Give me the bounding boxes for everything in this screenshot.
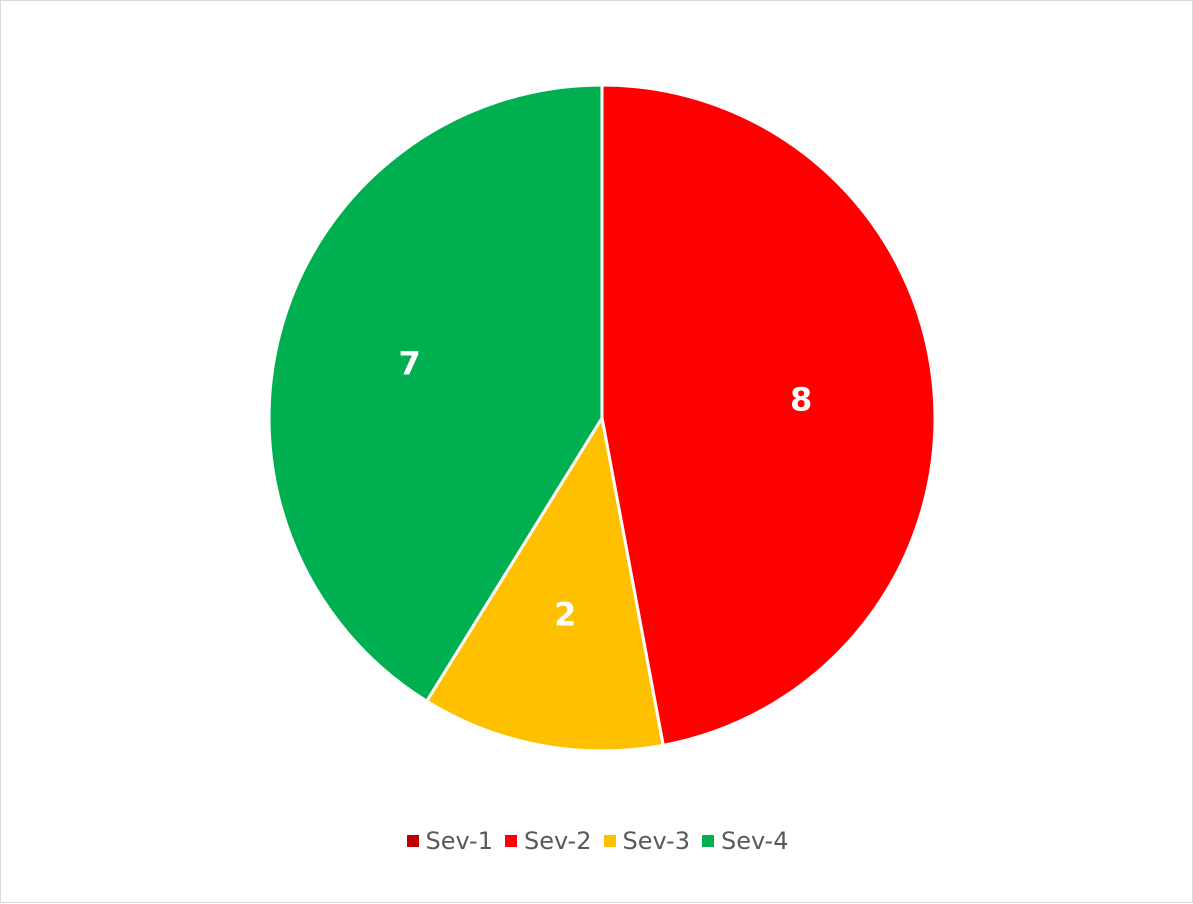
legend-swatch — [603, 835, 616, 847]
legend-item-sev-4: Sev-4 — [702, 829, 789, 853]
data-label-sev-4: 7 — [398, 344, 420, 382]
legend-label: Sev-3 — [622, 827, 691, 855]
pie-slice-sev-2 — [600, 83, 937, 747]
legend-item-sev-3: Sev-3 — [603, 827, 691, 855]
legend-item-sev-2: Sev-2 — [505, 829, 592, 853]
pie-slice-sev-3 — [425, 416, 665, 753]
legend-swatch — [406, 835, 419, 847]
legend: Sev-1 Sev-2 Sev-3 Sev-4 — [1, 823, 1193, 859]
legend-swatch — [505, 835, 517, 847]
legend-label: Sev-2 — [524, 827, 592, 855]
legend-item-sev-1: Sev-1 — [406, 827, 494, 855]
data-label-sev-3: 2 — [554, 596, 576, 634]
legend-swatch — [702, 835, 714, 847]
pie-data-labels: 8 2 7 — [398, 344, 812, 633]
pie-slice-sev-4 — [267, 83, 604, 703]
legend-label: Sev-4 — [721, 827, 789, 855]
pie-slices — [267, 83, 937, 753]
legend-label: Sev-1 — [425, 827, 494, 855]
data-label-sev-2: 8 — [790, 381, 812, 419]
